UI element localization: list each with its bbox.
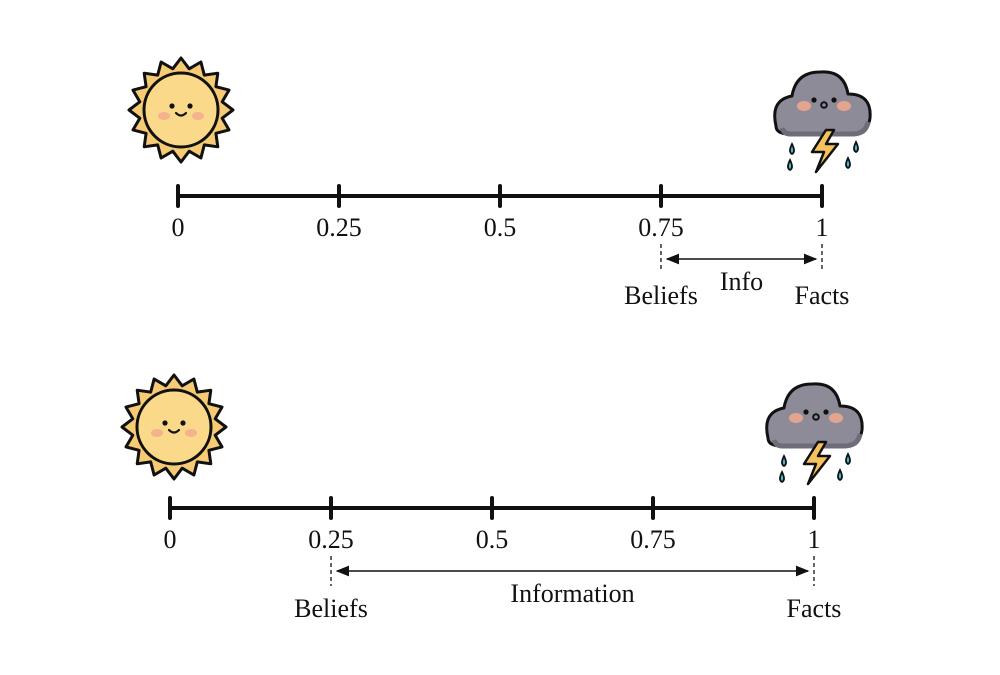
tick-label: 0.25	[308, 525, 354, 554]
sun-icon	[120, 373, 228, 481]
info-label: Info	[720, 267, 763, 296]
facts-label: Facts	[787, 594, 842, 623]
beliefs-label: Beliefs	[294, 594, 368, 623]
row-2: 0 0.25 0.5 0.75 1 Beliefs Facts Informat…	[120, 373, 864, 623]
facts-label: Facts	[795, 281, 850, 310]
storm-cloud-icon	[773, 70, 872, 174]
sun-icon	[127, 56, 235, 164]
tick-labels: 0 0.25 0.5 0.75 1	[172, 213, 829, 242]
tick-label: 1	[816, 213, 829, 242]
information-label: Information	[510, 579, 634, 608]
tick-labels: 0 0.25 0.5 0.75 1	[164, 525, 821, 554]
tick-label: 1	[808, 525, 821, 554]
row-1: 0 0.25 0.5 0.75 1 Beliefs Facts Info	[127, 56, 872, 310]
tick-label: 0.5	[484, 213, 517, 242]
tick-label: 0.75	[630, 525, 676, 554]
tick-label: 0.75	[638, 213, 684, 242]
ticks	[176, 184, 824, 208]
tick-label: 0	[164, 525, 177, 554]
ticks	[168, 496, 816, 520]
storm-cloud-icon	[765, 382, 864, 486]
beliefs-label: Beliefs	[624, 281, 698, 310]
tick-label: 0	[172, 213, 185, 242]
tick-label: 0.5	[476, 525, 509, 554]
tick-label: 0.25	[316, 213, 362, 242]
